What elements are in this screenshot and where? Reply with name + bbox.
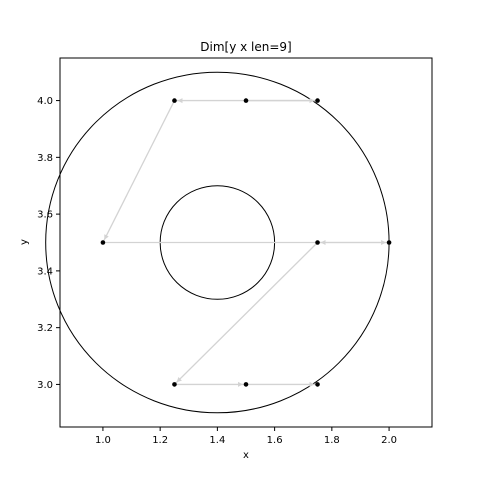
data-point xyxy=(315,382,320,387)
y-tick-label: 3.8 xyxy=(37,153,53,164)
path-segment xyxy=(102,100,176,243)
data-point xyxy=(172,98,177,103)
x-tick-label: 2.0 xyxy=(381,435,397,446)
x-axis-label: x xyxy=(243,450,249,461)
x-tick-label: 1.2 xyxy=(152,435,168,446)
x-tick-label: 1.4 xyxy=(209,435,225,446)
path-arrow xyxy=(238,381,243,387)
x-tick-label: 1.6 xyxy=(267,435,283,446)
y-axis-label: y xyxy=(19,239,30,245)
y-tick-label: 3.6 xyxy=(37,210,53,221)
path-arrow xyxy=(320,240,326,245)
y-axis: 3.0 3.2 3.4 3.6 3.8 4.0 xyxy=(37,96,60,391)
x-tick-label: 1.8 xyxy=(324,435,340,446)
data-point xyxy=(315,240,320,245)
path-arrow xyxy=(309,381,315,387)
y-tick-label: 3.4 xyxy=(37,266,53,277)
data-point xyxy=(386,240,392,245)
x-axis: 1.0 1.2 1.4 1.6 1.8 2.0 xyxy=(95,427,397,446)
axes-frame xyxy=(59,57,433,428)
data-point xyxy=(243,382,249,387)
data-point xyxy=(243,98,249,103)
y-tick-label: 3.2 xyxy=(37,323,53,334)
path-segment xyxy=(174,242,318,385)
data-point xyxy=(172,382,177,387)
x-tick-label: 1.0 xyxy=(95,435,111,446)
data-point xyxy=(315,98,320,103)
plot-content xyxy=(45,71,392,414)
path-arrow xyxy=(176,377,182,383)
y-tick-label: 4.0 xyxy=(37,96,53,107)
y-tick-label: 3.0 xyxy=(37,380,53,391)
path-arrow xyxy=(104,234,109,240)
path-arrow xyxy=(177,98,183,104)
data-point xyxy=(100,240,106,245)
chart-title: Dim[y x len=9] xyxy=(200,40,291,54)
